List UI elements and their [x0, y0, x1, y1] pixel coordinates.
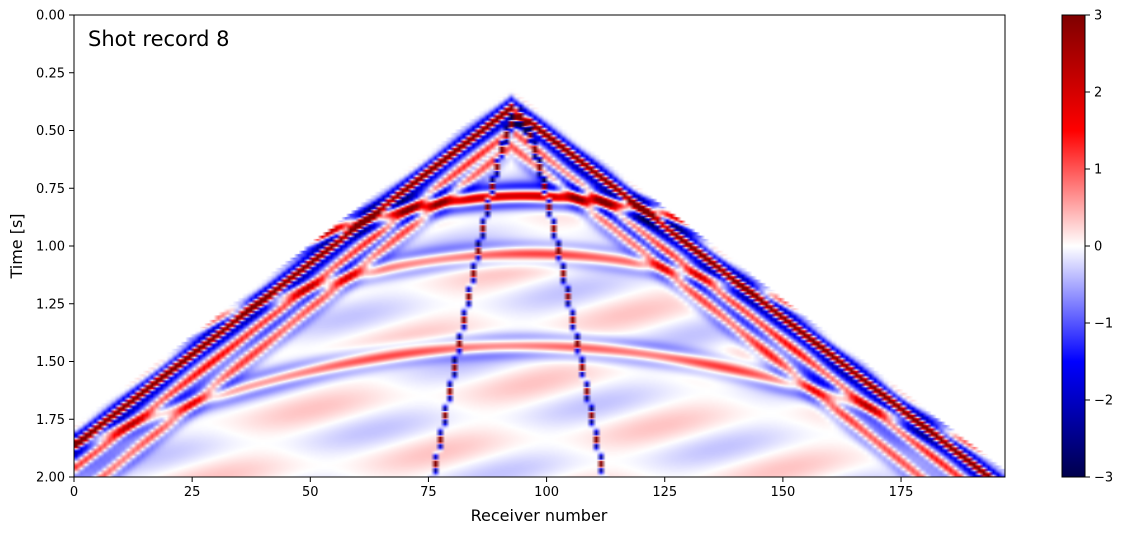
colorbar-tick-label: 1 — [1094, 163, 1102, 178]
y-tick-label: 0.00 — [36, 9, 65, 24]
colorbar-tick-label: 3 — [1094, 9, 1102, 24]
x-tick-label: 25 — [184, 485, 201, 500]
y-tick-label: 1.00 — [36, 240, 65, 255]
x-tick-label: 75 — [420, 485, 437, 500]
heatmap-plot: Shot record 8 — [73, 14, 1006, 478]
x-tick-label: 50 — [302, 485, 319, 500]
colorbar-tick-label: 2 — [1094, 86, 1102, 101]
y-tick-label: 2.00 — [36, 471, 65, 486]
x-tick-label: 0 — [70, 485, 78, 500]
x-axis: 0 25 50 75 100 125 150 175 — [70, 477, 914, 500]
y-tick-label: 0.50 — [36, 124, 65, 139]
colorbar: 3 2 1 0 −1 −2 −3 — [1061, 9, 1113, 486]
colorbar-tick-label: 0 — [1094, 240, 1102, 255]
seismic-heatmap-image — [74, 15, 1005, 477]
y-tick-label: 0.75 — [36, 182, 65, 197]
colorbar-tick-label: −3 — [1094, 471, 1113, 486]
colorbar-ticks: 3 2 1 0 −1 −2 −3 — [1085, 9, 1113, 486]
colorbar-tick-label: −2 — [1094, 394, 1113, 409]
colorbar-gradient — [1061, 14, 1086, 478]
y-tick-label: 1.25 — [36, 297, 65, 312]
colorbar-tick-label: −1 — [1094, 317, 1113, 332]
y-axis-label: Time [s] — [7, 213, 26, 279]
x-axis-label: Receiver number — [471, 506, 608, 525]
y-tick-label: 1.75 — [36, 413, 65, 428]
x-tick-label: 150 — [770, 485, 795, 500]
y-tick-label: 1.50 — [36, 355, 65, 370]
x-tick-label: 100 — [534, 485, 559, 500]
x-tick-label: 125 — [652, 485, 677, 500]
chart-title: Shot record 8 — [88, 27, 230, 51]
y-tick-label: 0.25 — [36, 66, 65, 81]
y-axis: 0.00 0.25 0.50 0.75 1.00 1.25 1.50 1.75 2.00 — [36, 9, 74, 486]
x-tick-label: 175 — [889, 485, 914, 500]
